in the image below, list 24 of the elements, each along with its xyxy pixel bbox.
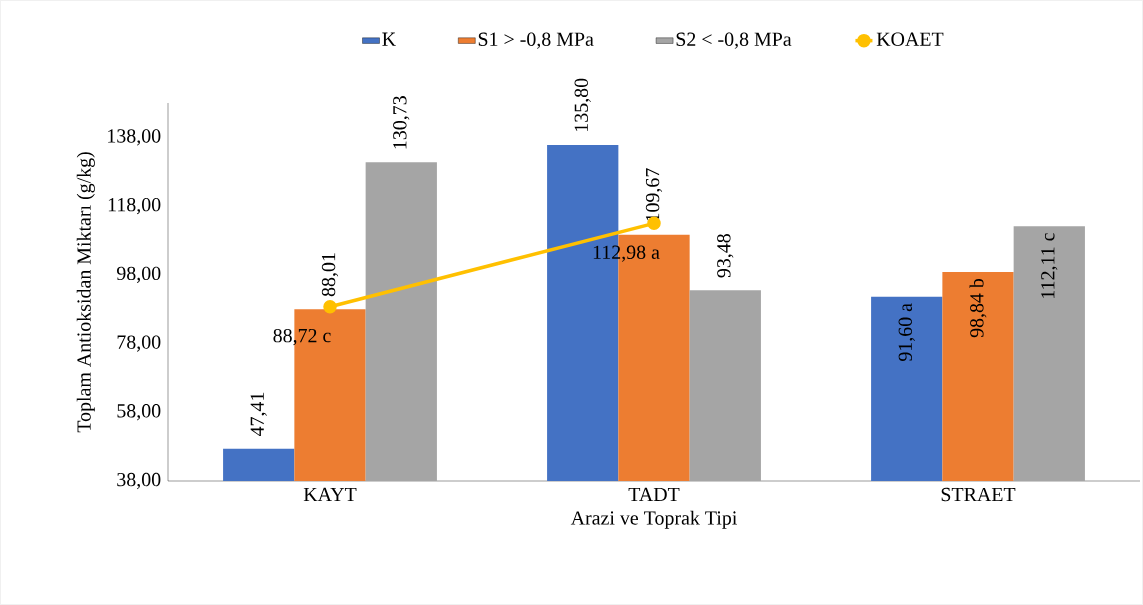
y-axis-title: Toplam Antioksidan Miktarı (g/kg) [76, 152, 95, 433]
data-label: 112,11 c [1041, 233, 1058, 298]
data-label: 109,67 [645, 168, 663, 221]
legend-label: K [382, 32, 396, 46]
data-label: 91,60 a [898, 303, 915, 362]
legend-label: S2 < -0,8 MPa [676, 32, 792, 49]
x-axis-title: Arazi ve Toprak Tipi [570, 510, 737, 529]
data-label: 88,01 [321, 253, 339, 297]
x-tick-label: KAYT [303, 487, 357, 501]
legend-label: S1 > -0,8 MPa [478, 32, 594, 49]
data-label: 130,73 [393, 96, 410, 149]
y-tick-label: 78,00 [117, 335, 161, 352]
y-tick-label: 98,00 [116, 266, 161, 283]
data-label: 135,80 [574, 78, 591, 131]
y-tick-label: 138,00 [108, 129, 161, 146]
y-tick-label: 38,00 [117, 472, 161, 490]
data-label: 93,48 [717, 234, 734, 278]
x-tick-label: TADT [628, 487, 680, 502]
y-tick-label: 58,00 [117, 404, 161, 421]
data-label: 47,41 [250, 392, 267, 437]
x-tick-label: STRAET [941, 487, 1016, 502]
y-tick-label: 118,00 [108, 197, 161, 215]
data-label: 98,84 b [969, 278, 987, 338]
legend-label: KOAET [876, 32, 944, 46]
